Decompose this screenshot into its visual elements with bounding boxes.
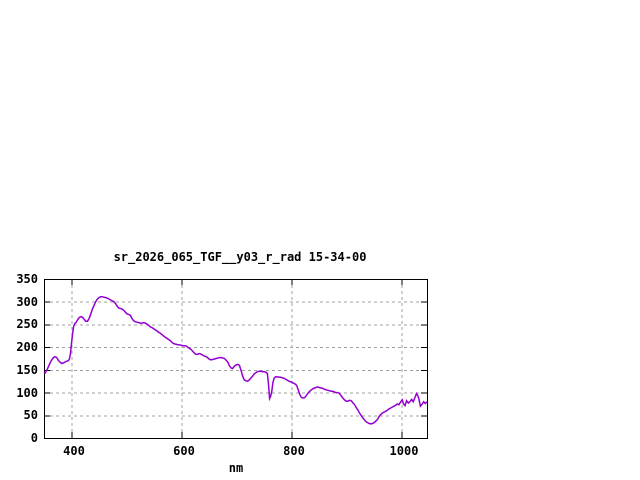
chart-title: sr_2026_065_TGF__y03_r_rad 15-34-00 [113, 250, 367, 264]
y-tick-label-250: 250 [16, 317, 38, 331]
y-tick-label-350: 350 [16, 272, 38, 286]
spectral-radiance-curve [43, 295, 428, 425]
y-tick-label-300: 300 [16, 295, 38, 309]
y-tick-label-200: 200 [16, 340, 38, 354]
x-tick-label-1000: 1000 [389, 444, 419, 458]
y-tick-label-100: 100 [16, 386, 38, 400]
x-tick-label-800: 800 [283, 444, 305, 458]
y-tick-label-50: 50 [23, 408, 38, 422]
x-axis-label: nm [228, 461, 244, 475]
y-tick-label-150: 150 [16, 363, 38, 377]
y-tick-label-0: 0 [30, 431, 38, 445]
x-tick-label-400: 400 [63, 444, 85, 458]
x-tick-label-600: 600 [173, 444, 195, 458]
